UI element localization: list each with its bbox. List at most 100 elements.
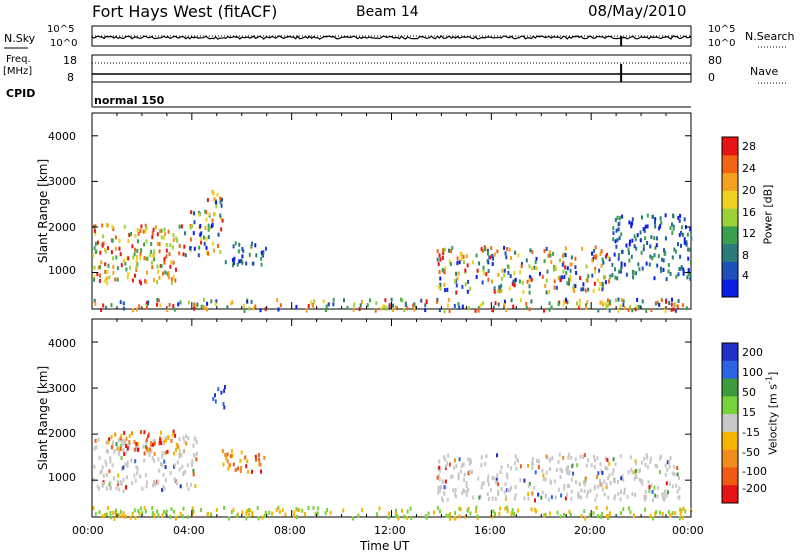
echo-cell bbox=[102, 234, 105, 239]
echo-cell bbox=[198, 245, 201, 250]
echo-cell bbox=[167, 275, 170, 280]
echo-cell bbox=[493, 252, 496, 257]
echo-cell bbox=[112, 476, 115, 481]
echo-cell bbox=[646, 455, 649, 460]
echo-cell bbox=[105, 473, 108, 477]
echo-cell bbox=[151, 235, 154, 240]
echo-cell bbox=[606, 457, 609, 462]
echo-cell bbox=[644, 236, 647, 241]
echo-cell bbox=[200, 304, 203, 309]
echo-cell bbox=[618, 253, 620, 257]
echo-cell bbox=[193, 306, 195, 311]
echo-cell bbox=[674, 511, 677, 516]
echo-cell bbox=[135, 442, 138, 447]
echo-cell bbox=[678, 486, 681, 491]
echo-cell bbox=[655, 236, 658, 241]
echo-cell bbox=[480, 463, 483, 468]
echo-cell bbox=[659, 224, 662, 229]
echo-cell bbox=[645, 453, 648, 457]
echo-cell bbox=[226, 305, 229, 310]
echo-cell bbox=[414, 306, 417, 311]
echo-cell bbox=[604, 254, 607, 259]
echo-cell bbox=[440, 485, 443, 490]
echo-cell bbox=[582, 480, 585, 485]
echo-cell bbox=[111, 463, 114, 468]
echo-cell bbox=[98, 510, 101, 515]
echo-cell bbox=[133, 508, 136, 513]
echo-cell bbox=[512, 304, 515, 309]
echo-cell bbox=[139, 255, 142, 260]
echo-cell bbox=[683, 240, 686, 245]
echo-cell bbox=[123, 430, 126, 435]
echo-cell bbox=[178, 448, 181, 453]
echo-cell bbox=[161, 487, 164, 492]
echo-cell bbox=[527, 483, 530, 488]
velocity-cb-tick-50: 50 bbox=[742, 386, 756, 399]
echo-cell bbox=[151, 456, 154, 461]
echo-cell bbox=[530, 299, 533, 304]
echo-cell bbox=[94, 241, 97, 246]
echo-cell bbox=[509, 466, 512, 471]
echo-cell bbox=[392, 303, 394, 308]
echo-cell bbox=[579, 276, 582, 281]
echo-cell bbox=[656, 263, 659, 268]
echo-cell bbox=[151, 511, 154, 515]
echo-cell bbox=[646, 465, 649, 470]
echo-cell bbox=[296, 515, 298, 519]
echo-cell bbox=[668, 481, 671, 486]
echo-cell bbox=[136, 442, 139, 446]
echo-cell bbox=[514, 454, 517, 459]
echo-cell bbox=[665, 493, 668, 498]
echo-cell bbox=[108, 482, 111, 487]
echo-cell bbox=[151, 506, 154, 510]
echo-cell bbox=[465, 480, 468, 485]
echo-cell bbox=[147, 432, 150, 437]
echo-cell bbox=[571, 464, 574, 469]
echo-cell bbox=[120, 438, 123, 443]
echo-cell bbox=[491, 496, 494, 501]
echo-cell bbox=[459, 469, 462, 474]
echo-cell bbox=[128, 434, 131, 438]
echo-cell bbox=[198, 212, 201, 217]
echo-cell bbox=[484, 461, 487, 466]
echo-cell bbox=[317, 506, 320, 511]
echo-cell bbox=[227, 466, 230, 471]
echo-cell bbox=[178, 437, 181, 442]
echo-cell bbox=[444, 457, 447, 462]
echo-cell bbox=[261, 515, 264, 520]
echo-cell bbox=[140, 281, 142, 286]
echo-cell bbox=[631, 238, 634, 243]
echo-cell bbox=[361, 300, 363, 305]
echo-cell bbox=[607, 255, 610, 260]
echo-cell bbox=[137, 231, 140, 236]
echo-cell bbox=[120, 263, 123, 268]
echo-cell bbox=[471, 470, 474, 474]
echo-cell bbox=[517, 508, 520, 513]
echo-cell bbox=[597, 484, 600, 489]
echo-cell bbox=[528, 307, 531, 312]
echo-cell bbox=[120, 433, 123, 438]
echo-cell bbox=[110, 445, 113, 450]
echo-cell bbox=[352, 307, 355, 312]
echo-cell bbox=[121, 443, 124, 447]
echo-cell bbox=[127, 272, 130, 276]
echo-cell bbox=[133, 439, 136, 444]
echo-cell bbox=[462, 254, 465, 259]
echo-cell bbox=[544, 477, 547, 482]
echo-cell bbox=[689, 272, 692, 276]
echo-cell bbox=[144, 509, 147, 514]
echo-cell bbox=[687, 272, 690, 277]
echo-cell bbox=[443, 282, 446, 287]
echo-cell bbox=[170, 260, 173, 265]
echo-cell bbox=[617, 308, 620, 313]
echo-cell bbox=[564, 297, 567, 302]
echo-cell bbox=[623, 491, 626, 496]
echo-cell bbox=[436, 257, 439, 262]
echo-cell bbox=[351, 516, 354, 521]
echo-cell bbox=[559, 467, 562, 472]
echo-cell bbox=[166, 449, 169, 454]
echo-cell bbox=[689, 276, 692, 281]
echo-cell bbox=[646, 224, 649, 229]
echo-cell bbox=[607, 303, 610, 307]
echo-cell bbox=[623, 262, 626, 267]
